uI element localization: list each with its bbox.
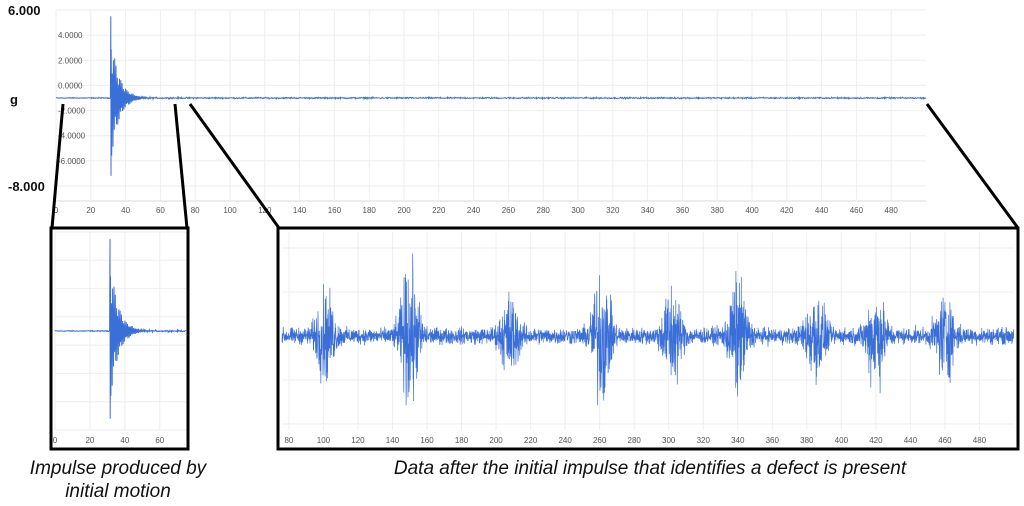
main-x-tick-label: 240 (467, 206, 481, 215)
main-x-tick-label: 0 (54, 206, 59, 215)
defect-zoom-x-tick-label: 100 (317, 436, 331, 445)
main-x-tick-label: 180 (363, 206, 377, 215)
defect-zoom-x-tick-label: 340 (731, 436, 745, 445)
connector-impulse-left (50, 103, 65, 229)
main-x-tick-label: 300 (571, 206, 585, 215)
impulse-zoom-x-tick-label: 60 (155, 436, 164, 445)
defect-zoom-x-tick-label: 240 (558, 436, 572, 445)
defect-zoom-x-tick-label: 380 (800, 436, 814, 445)
main-x-tick-label: 160 (328, 206, 342, 215)
main-chart: 6.000 4.0000 2.0000 0.0000 -2.0000 -4.0000 -6.… (8, 3, 927, 215)
main-x-tick-label: 80 (191, 206, 200, 215)
defect-zoom-x-tick-label: 200 (489, 436, 503, 445)
defect-zoom-x-tick-label: 320 (697, 436, 711, 445)
main-y-tick-label: -2.0000 (58, 107, 86, 116)
main-x-tick-label: 360 (676, 206, 690, 215)
main-x-tick-label: 440 (815, 206, 829, 215)
defect-zoom-series-line (281, 253, 1015, 406)
impulse-zoom-x-tick-label: 40 (120, 436, 129, 445)
connector-impulse-right (173, 103, 189, 229)
main-y-axis: 6.000 4.0000 2.0000 0.0000 -2.0000 -4.0000 -6.… (8, 3, 86, 194)
defect-zoom-x-tick-label: 180 (455, 436, 469, 445)
defect-zoom-x-tick-label: 440 (904, 436, 918, 445)
impulse-zoom-grid (54, 231, 186, 431)
impulse-caption: Impulse produced by initial motion (29, 458, 207, 502)
main-x-tick-label: 340 (641, 206, 655, 215)
main-x-tick-label: 480 (885, 206, 899, 215)
defect-zoom-x-axis: 80 100 120 140 160 180 200 220 240 260 280 300 320 34… (284, 436, 986, 445)
main-x-tick-label: 420 (780, 206, 794, 215)
connector-defect-left (188, 103, 281, 229)
main-y-tick-label: 6.000 (8, 3, 41, 18)
main-x-tick-label: 280 (537, 206, 551, 215)
main-x-tick-label: 100 (223, 206, 237, 215)
main-y-tick-label: 4.0000 (58, 31, 83, 40)
main-y-tick-label: 0.0000 (58, 81, 83, 90)
connector-defect-right (925, 103, 1020, 229)
impulse-zoom-x-axis: 0 20 40 60 (53, 436, 165, 445)
defect-zoom-x-tick-label: 360 (766, 436, 780, 445)
impulse-zoom-panel: 0 20 40 60 (49, 226, 190, 451)
defect-zoom-x-tick-label: 160 (420, 436, 434, 445)
main-y-axis-label: g (10, 92, 18, 107)
main-x-tick-label: 460 (850, 206, 864, 215)
main-x-tick-label: 320 (606, 206, 620, 215)
defect-zoom-x-tick-label: 480 (973, 436, 987, 445)
impulse-zoom-x-tick-label: 20 (85, 436, 94, 445)
main-series-line (55, 16, 927, 176)
defect-zoom-panel: 80 100 120 140 160 180 200 220 240 260 280 300 320 34… (276, 226, 1020, 451)
zoom-connectors (50, 103, 1020, 229)
main-x-tick-label: 20 (86, 206, 95, 215)
defect-zoom-x-tick-label: 420 (869, 436, 883, 445)
defect-zoom-x-tick-label: 300 (662, 436, 676, 445)
main-x-tick-label: 60 (156, 206, 165, 215)
defect-zoom-x-tick-label: 460 (938, 436, 952, 445)
main-x-tick-label: 220 (432, 206, 446, 215)
defect-zoom-x-tick-label: 120 (351, 436, 365, 445)
main-y-tick-label: -4.0000 (58, 132, 86, 141)
defect-zoom-x-tick-label: 140 (386, 436, 400, 445)
impulse-zoom-x-tick-label: 0 (53, 436, 58, 445)
main-x-tick-label: 140 (293, 206, 307, 215)
defect-zoom-x-tick-label: 80 (284, 436, 293, 445)
main-x-tick-label: 40 (121, 206, 130, 215)
main-x-tick-label: 400 (745, 206, 759, 215)
defect-caption: Data after the initial impulse that iden… (393, 458, 907, 479)
main-y-tick-label: 2.0000 (58, 56, 83, 65)
main-y-tick-label: -6.0000 (58, 157, 86, 166)
main-x-tick-label: 260 (502, 206, 516, 215)
main-y-tick-label: -8.000 (8, 179, 45, 194)
main-grid (55, 9, 926, 202)
defect-zoom-x-tick-label: 400 (835, 436, 849, 445)
defect-zoom-grid (282, 232, 1014, 430)
main-x-axis: 0 20 40 60 80 100 120 140 160 180 200 220 240 260 280 3… (54, 206, 899, 215)
defect-zoom-x-tick-label: 280 (628, 436, 642, 445)
main-x-tick-label: 200 (397, 206, 411, 215)
impulse-zoom-series-line (54, 239, 187, 419)
defect-zoom-x-tick-label: 220 (524, 436, 538, 445)
defect-zoom-x-tick-label: 260 (593, 436, 607, 445)
main-x-tick-label: 380 (711, 206, 725, 215)
